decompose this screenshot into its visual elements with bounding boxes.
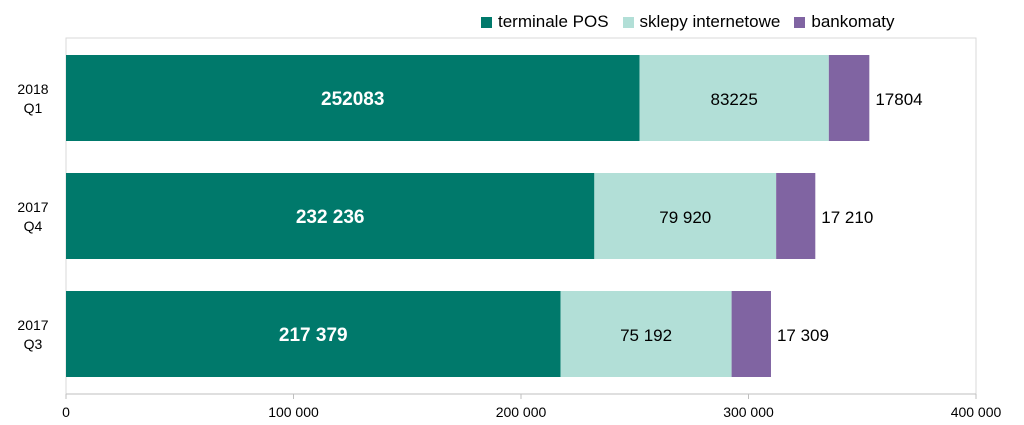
legend-swatch [794, 16, 806, 28]
bar-data-label: 75 192 [620, 326, 672, 345]
bar-segment-bankomaty [776, 173, 816, 259]
bar-segment-bankomaty [828, 55, 870, 141]
x-axis-tick-label: 0 [62, 404, 70, 420]
chart-legend: terminale POS sklepy internetowe bankomaty [481, 12, 909, 32]
x-axis-tick-label: 300 000 [723, 404, 774, 420]
legend-swatch [622, 16, 634, 28]
x-axis-tick-label: 200 000 [496, 404, 547, 420]
x-axis-tick-label: 100 000 [268, 404, 319, 420]
legend-item: terminale POS [481, 12, 609, 32]
bar-segment-terminale-pos [66, 55, 640, 141]
y-axis-category-label: 2017 Q4 [17, 199, 48, 234]
legend-swatch [481, 16, 492, 28]
bar-segment-sklepy-internetowe [560, 291, 732, 377]
legend-item: bankomaty [794, 12, 895, 32]
bar-segment-sklepy-internetowe [594, 173, 777, 259]
bar-data-label: 232 236 [296, 207, 365, 228]
bar-segment-bankomaty [731, 291, 771, 377]
legend-label: sklepy internetowe [639, 12, 781, 31]
legend-item: sklepy internetowe [622, 12, 781, 32]
bar-data-label: 217 379 [279, 325, 348, 346]
bar-segment-terminale-pos [66, 173, 595, 259]
legend-label: bankomaty [811, 12, 895, 31]
y-axis-category-label: 2018 Q1 [17, 81, 48, 116]
x-axis-tick-label: 400 000 [951, 404, 1002, 420]
bar-segment-sklepy-internetowe [639, 55, 829, 141]
bar-data-label: 252083 [321, 89, 384, 110]
bar-data-label: 17804 [875, 90, 922, 109]
bar-data-label: 79 920 [659, 208, 711, 227]
bar-segment-terminale-pos [66, 291, 561, 377]
bar-data-label: 17 309 [777, 326, 829, 345]
y-axis-category-label: 2017 Q3 [17, 317, 48, 352]
bar-data-label: 17 210 [821, 208, 873, 227]
bar-data-label: 83225 [711, 90, 758, 109]
legend-label: terminale POS [498, 12, 609, 31]
